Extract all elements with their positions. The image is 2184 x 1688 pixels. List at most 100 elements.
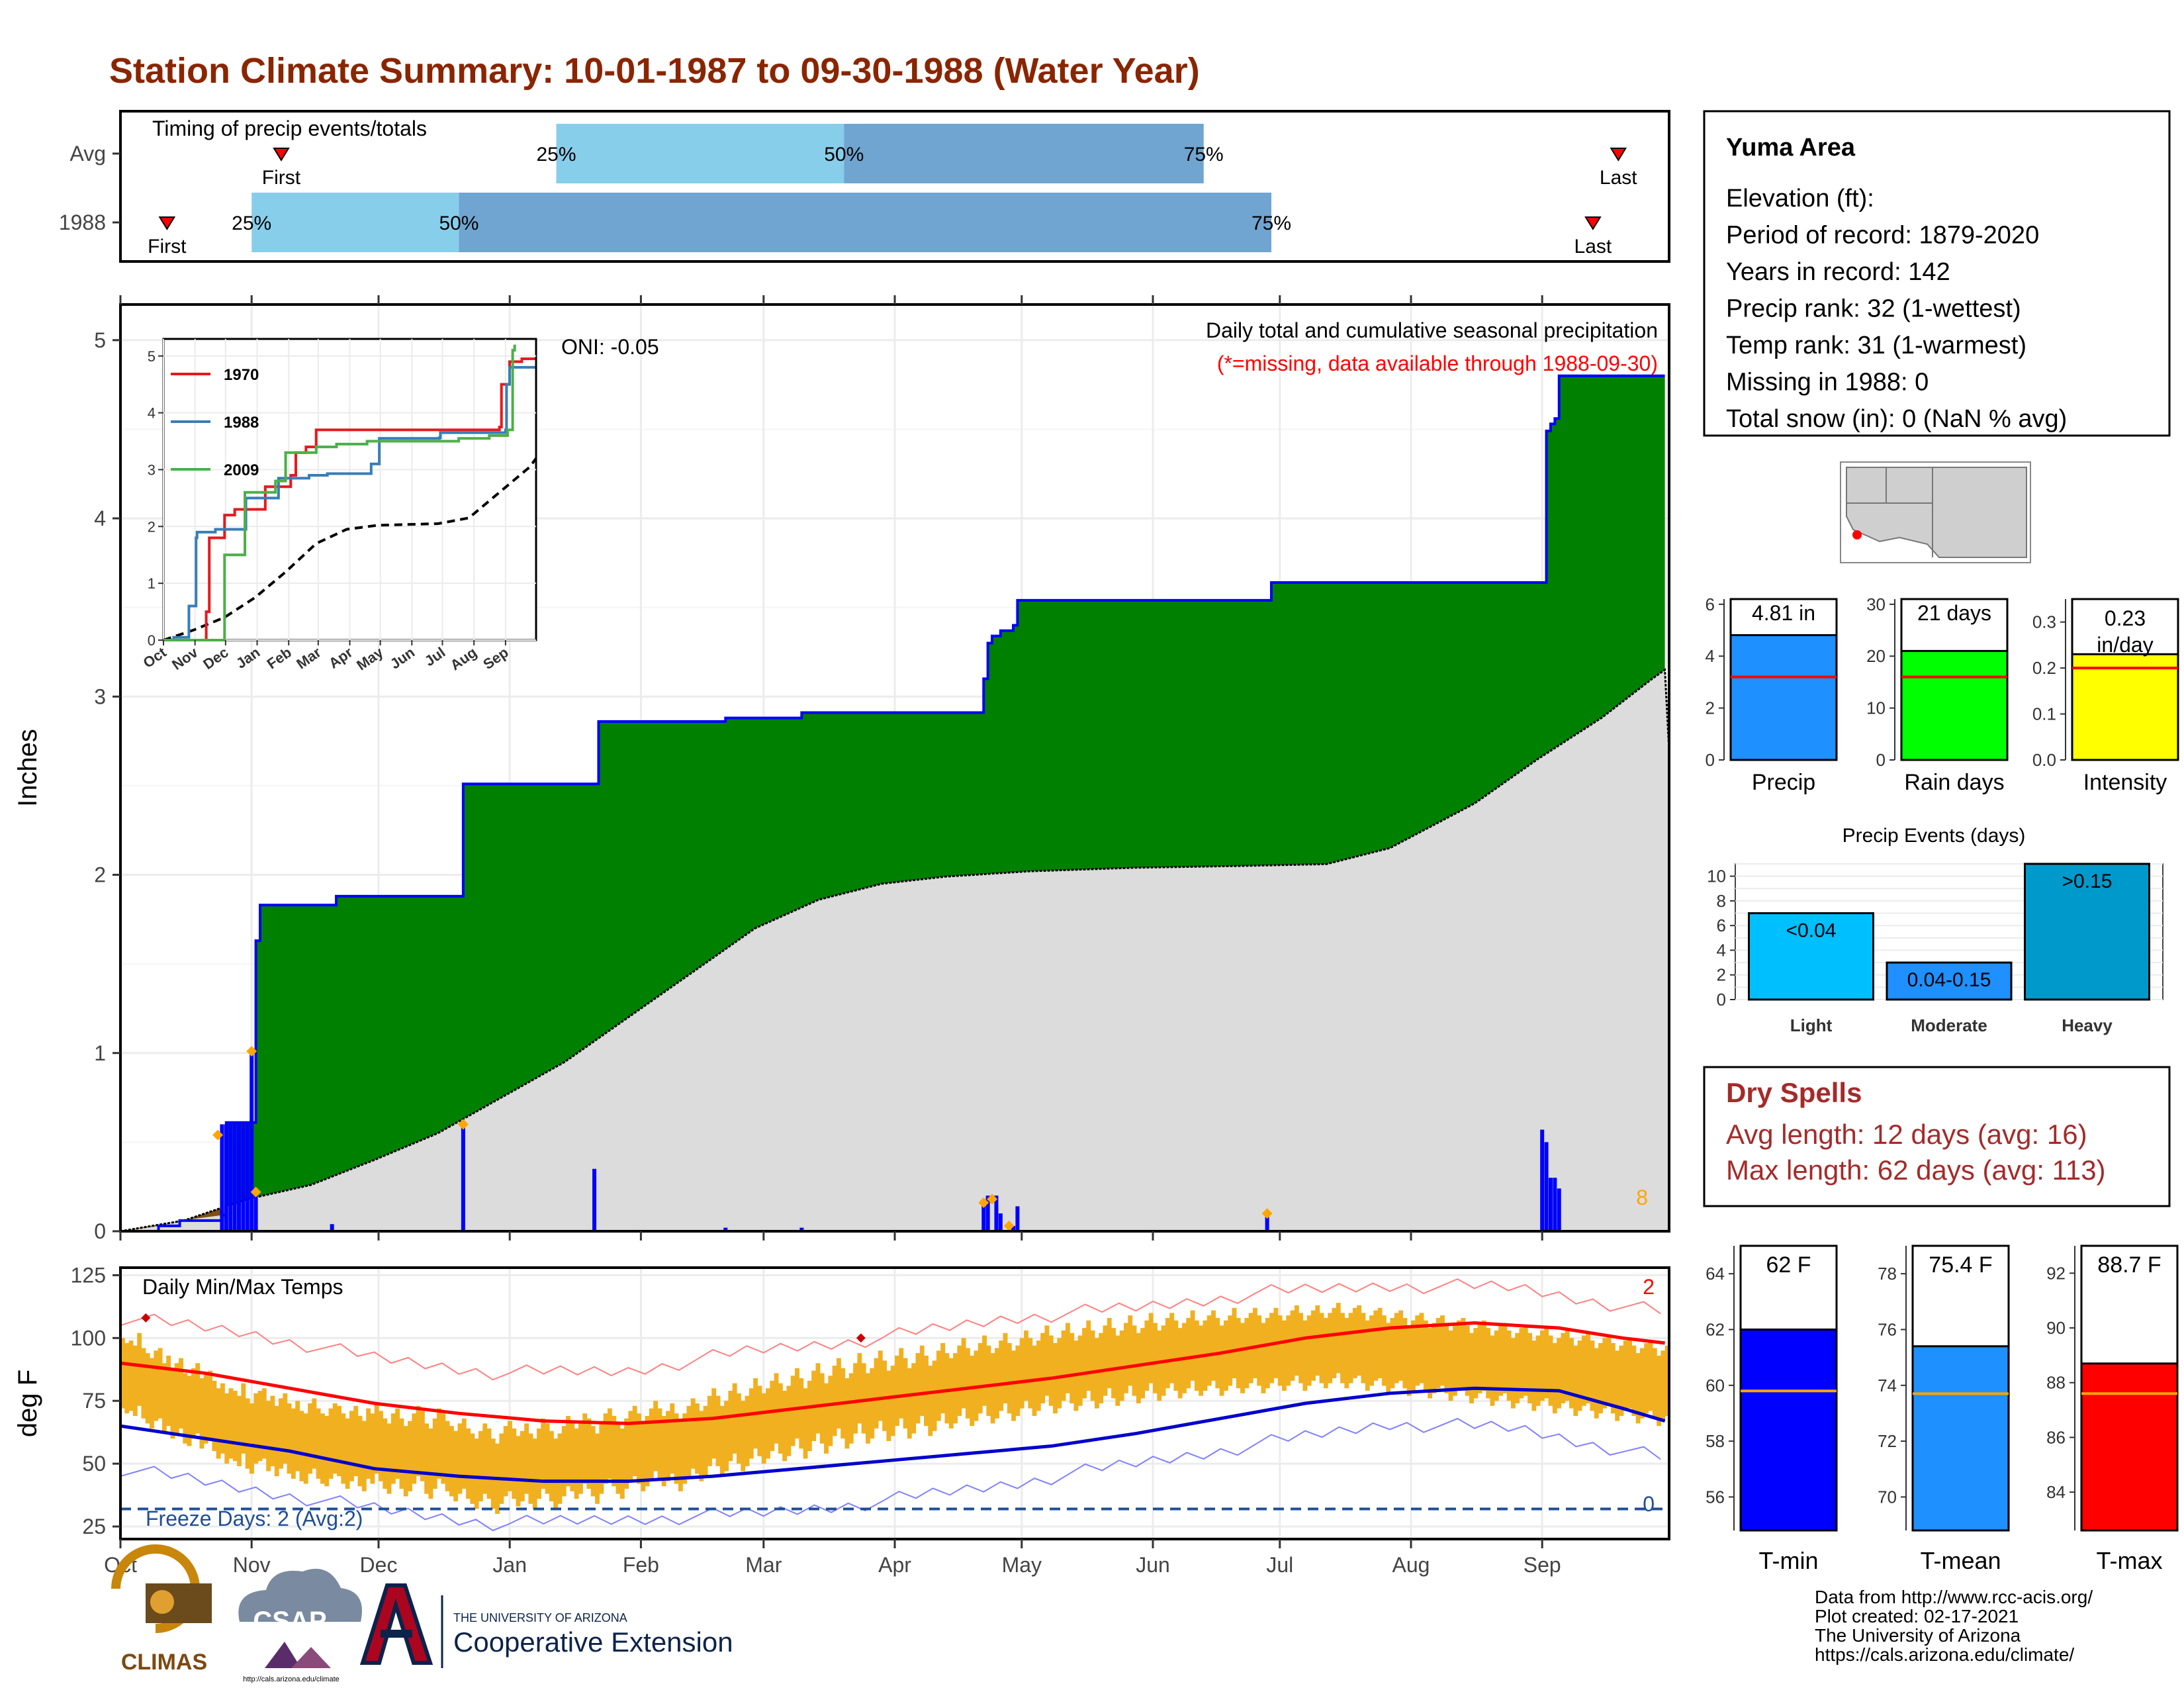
daily-temp-bar <box>1606 1335 1612 1406</box>
daily-temp-bar <box>441 1413 446 1484</box>
daily-temp-bar <box>628 1411 633 1481</box>
precip-events-chart: Precip Events (days) 0 2 4 6 8 10 <0.04 Light 0.… <box>1707 825 2163 1035</box>
daily-temp-bar <box>166 1355 171 1427</box>
summary-bar-value: 4.81 in <box>1752 601 1815 625</box>
daily-temp-bar <box>1119 1330 1124 1401</box>
daily-precip-bar <box>220 1124 224 1231</box>
daily-temp-bar <box>936 1350 941 1421</box>
daily-temp-bar <box>1419 1313 1424 1383</box>
daily-temp-bar <box>1657 1355 1662 1427</box>
daily-temp-bar <box>1610 1342 1615 1414</box>
daily-precip-bar <box>250 1049 254 1231</box>
daily-temp-bar <box>170 1368 175 1439</box>
events-category-label: Heavy <box>2062 1015 2113 1035</box>
tempbar-tick-label: 74 <box>1878 1376 1897 1395</box>
daily-temp-bar <box>557 1433 563 1504</box>
dry-spells-box: Dry Spells Avg length: 12 days (avg: 16)… <box>1703 1066 2171 1207</box>
summary-tick-label: 0.1 <box>2032 704 2056 724</box>
daily-temp-bar <box>970 1355 975 1427</box>
station-info-line: Missing in 1988: 0 <box>1726 369 1929 397</box>
avg-cumulative-line <box>120 668 1670 1233</box>
daily-temp-bar <box>349 1411 354 1481</box>
daily-temp-bar <box>228 1388 234 1459</box>
heavy-event-diamond <box>1003 1220 1015 1231</box>
station-info-line: Years in record: 142 <box>1726 258 1950 286</box>
daily-temp-bar <box>870 1368 875 1439</box>
daily-temp-bar <box>1498 1325 1503 1396</box>
daily-temp-bar <box>590 1426 596 1497</box>
daily-temp-bar <box>324 1415 330 1487</box>
daily-temp-bar <box>686 1405 692 1477</box>
daily-temp-bar <box>582 1413 588 1484</box>
precip-missing-note: (*=missing, data available through 1988-… <box>1217 352 1658 375</box>
summary-tick-label: 0 <box>1706 750 1715 770</box>
precip-header: Daily total and cumulative seasonal prec… <box>1206 318 1658 342</box>
daily-temp-bar <box>874 1358 879 1429</box>
daily-temp-bar <box>645 1415 650 1487</box>
inset-series-2009 <box>163 344 516 641</box>
daily-temp-bar <box>1398 1310 1404 1381</box>
precip-y-tick-label: 1 <box>94 1041 106 1065</box>
daily-temp-bar <box>857 1353 862 1424</box>
daily-temp-bar <box>715 1395 721 1466</box>
daily-temp-bar <box>719 1405 725 1477</box>
cold-count-label: 0 <box>1643 1492 1655 1516</box>
footer: CLIMAS CSAP http://cals.arizona.edu/clim… <box>111 1544 2093 1683</box>
daily-temp-bar <box>986 1345 991 1416</box>
tempbar-tick-label: 64 <box>1706 1264 1725 1284</box>
events-tick-label: 4 <box>1717 940 1726 960</box>
heavy-event-diamond <box>1261 1208 1273 1219</box>
daily-temp-bar <box>1631 1345 1637 1416</box>
daily-temp-bar <box>915 1353 921 1424</box>
tempbar-tick-label: 84 <box>2046 1482 2066 1502</box>
temp-x-tick-label: Jul <box>1266 1553 1293 1577</box>
tempbar-T-max <box>2080 1362 2179 1532</box>
daily-temp-bar <box>1473 1328 1479 1399</box>
timing-first-marker <box>158 216 176 230</box>
temp-y-tick-label: 25 <box>82 1515 106 1538</box>
daily-temp-bar <box>212 1380 217 1452</box>
daily-temp-bar <box>832 1366 837 1436</box>
tempbar-tick-label: 88 <box>2046 1373 2066 1393</box>
daily-temp-bar <box>653 1401 659 1472</box>
precip-count-label: 8 <box>1636 1186 1648 1209</box>
daily-temp-bar <box>965 1348 970 1419</box>
summary-bar-value: 21 days <box>1917 601 1991 625</box>
daily-temp-bar <box>241 1383 246 1454</box>
daily-temp-bar <box>428 1428 433 1499</box>
daily-temp-bar <box>1344 1317 1349 1389</box>
daily-temp-bar <box>416 1405 421 1477</box>
summary-bar-Rain days <box>1900 649 2009 761</box>
precip-y-tick-label: 4 <box>94 506 106 530</box>
daily-temp-bar <box>478 1430 483 1502</box>
daily-temp-bar <box>250 1403 254 1474</box>
daily-temp-bar <box>1452 1325 1457 1396</box>
precip-y-tick-label: 2 <box>94 863 106 887</box>
footer-line: https://cals.arizona.edu/climate/ <box>1815 1644 2074 1665</box>
tempbar-tick-label: 86 <box>2046 1427 2066 1447</box>
daily-temp-bar <box>1265 1317 1270 1389</box>
daily-temp-bar <box>161 1363 167 1434</box>
daily-temp-bar <box>1007 1342 1012 1414</box>
temp-x-tick-label: Jan <box>492 1553 527 1577</box>
tempbar-value: 62 F <box>1766 1252 1811 1278</box>
heavy-event-diamond <box>987 1194 998 1205</box>
daily-temp-bar <box>516 1436 521 1507</box>
daily-temp-bar <box>1540 1330 1545 1401</box>
daily-temp-bar <box>299 1411 304 1481</box>
daily-temp-bar <box>803 1388 808 1459</box>
daily-temp-bar <box>819 1373 825 1444</box>
daily-temp-bar <box>666 1411 670 1481</box>
figure-title: Station Climate Summary: 10-01-1987 to 0… <box>109 51 1200 91</box>
daily-temp-bar <box>1644 1342 1649 1414</box>
daily-temp-bar <box>1169 1313 1175 1383</box>
daily-precip-bar <box>723 1227 728 1231</box>
events-tick-label: 8 <box>1717 891 1726 911</box>
daily-temp-bar <box>1206 1315 1212 1386</box>
daily-temp-bar <box>1319 1313 1324 1383</box>
daily-temp-bar <box>1361 1313 1366 1383</box>
daily-temp-bar <box>1019 1338 1024 1409</box>
daily-temp-bar <box>828 1376 833 1446</box>
daily-temp-bar <box>303 1413 308 1484</box>
temp-title: Daily Min/Max Temps <box>142 1275 343 1299</box>
